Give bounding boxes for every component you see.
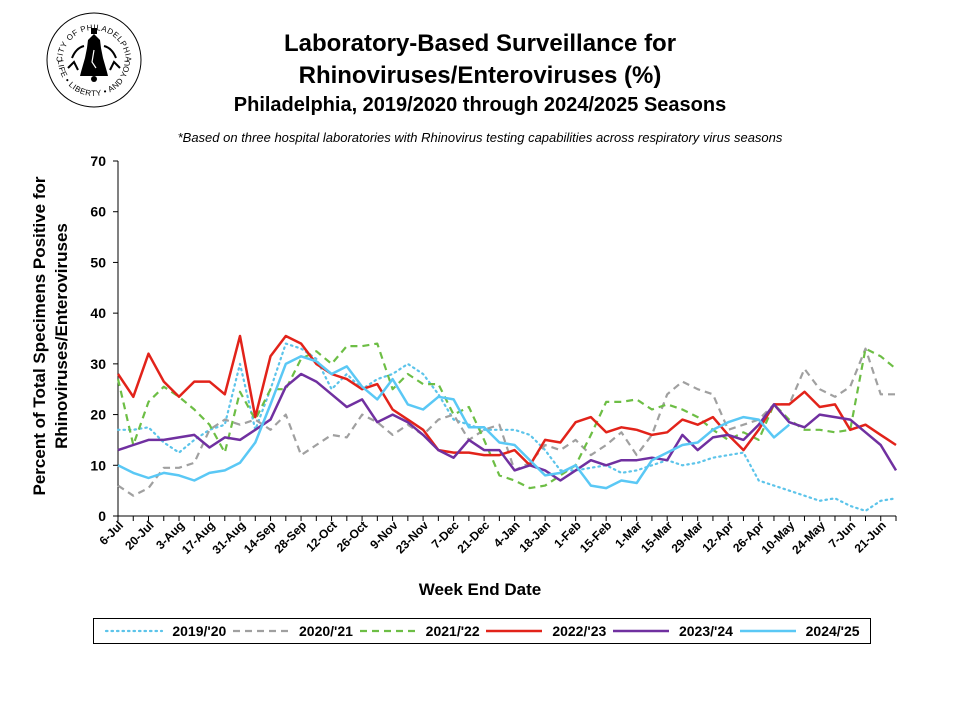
legend-item: 2021/'22	[358, 623, 480, 639]
chart-title-line2: Rhinoviruses/Enteroviruses (%)	[298, 62, 662, 89]
chart-legend: 2019/'20 2020/'21 2021/'22 2022/'23 2023/'24…	[93, 618, 871, 644]
legend-item: 2024/'25	[738, 623, 860, 639]
x-tick-label: 28-Sep	[271, 518, 309, 556]
x-tick-label: 15-Feb	[577, 518, 614, 555]
legend-swatch	[612, 629, 669, 633]
legend-label: 2022/'23	[552, 623, 607, 639]
series-line-2023--24	[117, 372, 898, 482]
legend-item: 2019/'20	[104, 623, 226, 639]
city-seal-logo: CITY OF PHILADELPHIA LIFE • LIBERTY • AN…	[46, 12, 142, 108]
y-axis-label: Percent of Total Specimens Positive for R…	[30, 176, 71, 495]
x-tick-label: 29-Mar	[669, 518, 706, 555]
legend-label: 2019/'20	[172, 623, 227, 639]
x-tick-label: 21-Jun	[852, 518, 889, 555]
legend-swatch	[105, 629, 164, 633]
chart-subtitle: Philadelphia, 2019/2020 through 2024/202…	[233, 94, 727, 116]
x-tick-label: 31-Aug	[210, 518, 249, 557]
svg-text:Percent of Total Specimens Pos: Percent of Total Specimens Positive for R…	[30, 176, 71, 495]
y-tick-label: 60	[90, 204, 106, 220]
y-axis-label-line2: Rhinoviruses/Enteroviruses	[52, 223, 71, 449]
liberty-bell-icon	[67, 28, 121, 82]
x-tick-label: 18-Jan	[516, 518, 553, 555]
series-line-2020--21	[117, 347, 896, 497]
x-tick-label: 12-Oct	[303, 518, 339, 554]
x-tick-label: 12-Apr	[700, 518, 737, 555]
series-line-2022--23	[116, 334, 897, 467]
series-line-2021--22	[116, 342, 897, 490]
x-tick-label: 21-Dec	[455, 518, 493, 556]
chart-series	[116, 334, 898, 512]
y-tick-label: 70	[90, 153, 106, 169]
chart-title-line1: Laboratory-Based Surveillance for	[283, 30, 677, 57]
y-tick-label: 0	[98, 508, 106, 524]
legend-item: 2020/'21	[231, 623, 353, 639]
legend-swatch	[359, 629, 416, 633]
y-tick-label: 50	[90, 254, 106, 270]
x-tick-label: 10-May	[759, 518, 798, 557]
y-axis-label-line1: Percent of Total Specimens Positive for	[30, 176, 49, 495]
legend-label: 2021/'22	[425, 623, 480, 639]
legend-label: 2024/'25	[805, 623, 860, 639]
y-tick-label: 10	[90, 457, 106, 473]
legend-item: 2022/'23	[484, 623, 606, 639]
x-tick-label: 14-Sep	[241, 518, 279, 556]
y-tick-label: 30	[90, 356, 106, 372]
legend-swatch	[486, 629, 543, 633]
x-tick-label: 24-May	[789, 518, 828, 557]
series-line-2019--20	[116, 342, 898, 512]
y-tick-label: 40	[90, 305, 106, 321]
legend-swatch	[739, 629, 796, 633]
chart-axes: 0102030405060706-Jul20-Jul3-Aug17-Aug31-…	[90, 153, 897, 557]
legend-label: 2023/'24	[678, 623, 733, 639]
x-tick-label: 17-Aug	[179, 518, 218, 557]
x-tick-label: 20-Jul	[122, 518, 156, 552]
x-axis-label: Week End Date	[418, 580, 542, 599]
legend-item: 2023/'24	[611, 623, 733, 639]
x-tick-label: 15-Mar	[638, 518, 675, 555]
series-line-2024--25	[117, 355, 791, 490]
y-tick-label: 20	[90, 407, 106, 423]
chart-footnote: *Based on three hospital laboratories wi…	[177, 130, 783, 145]
x-tick-label: 26-Oct	[334, 518, 370, 554]
legend-label: 2020/'21	[299, 623, 353, 639]
legend-swatch	[233, 629, 290, 633]
x-tick-label: 23-Nov	[393, 518, 431, 556]
